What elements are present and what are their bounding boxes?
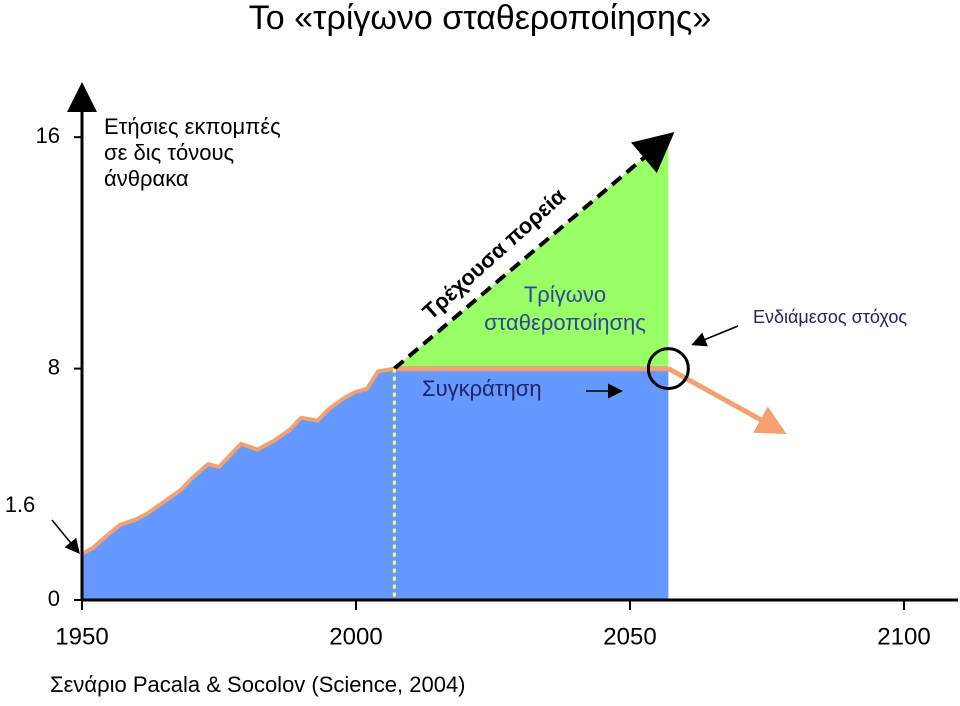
y-axis-label: σε δις τόνους: [104, 140, 234, 165]
y-axis-label: Ετήσιες εκπομπές: [104, 114, 281, 139]
y-tick-label: 16: [36, 123, 60, 148]
x-tick-label: 1950: [55, 623, 108, 650]
goal-circle: [646, 347, 690, 391]
line: [81, 366, 395, 556]
line: [393, 132, 675, 371]
area: [82, 368, 395, 600]
x-tick-label: 2050: [603, 623, 656, 650]
y-tick-label: 8: [48, 354, 60, 379]
triangle-label: σταθεροποίησης: [484, 310, 646, 335]
chart-title: Το «τρίγωνο σταθεροποίησης»: [249, 0, 712, 37]
pointer: [51, 519, 80, 555]
series-label: Συγκράτηση: [422, 376, 542, 401]
area: [394, 368, 669, 600]
source: Σενάριο Pacala & Socolov (Science, 2004): [50, 672, 466, 697]
y-axis-label: άνθρακα: [104, 166, 189, 191]
triangle-label: Τρίγωνο: [524, 282, 606, 307]
pointer: [691, 325, 739, 347]
start-value-label: 1.6: [5, 492, 36, 517]
x-tick-label: 2100: [877, 623, 930, 650]
y-tick-label: 0: [48, 586, 60, 611]
series-label: Ενδιάμεσος στόχος: [753, 307, 907, 327]
x-tick-label: 2000: [329, 623, 382, 650]
